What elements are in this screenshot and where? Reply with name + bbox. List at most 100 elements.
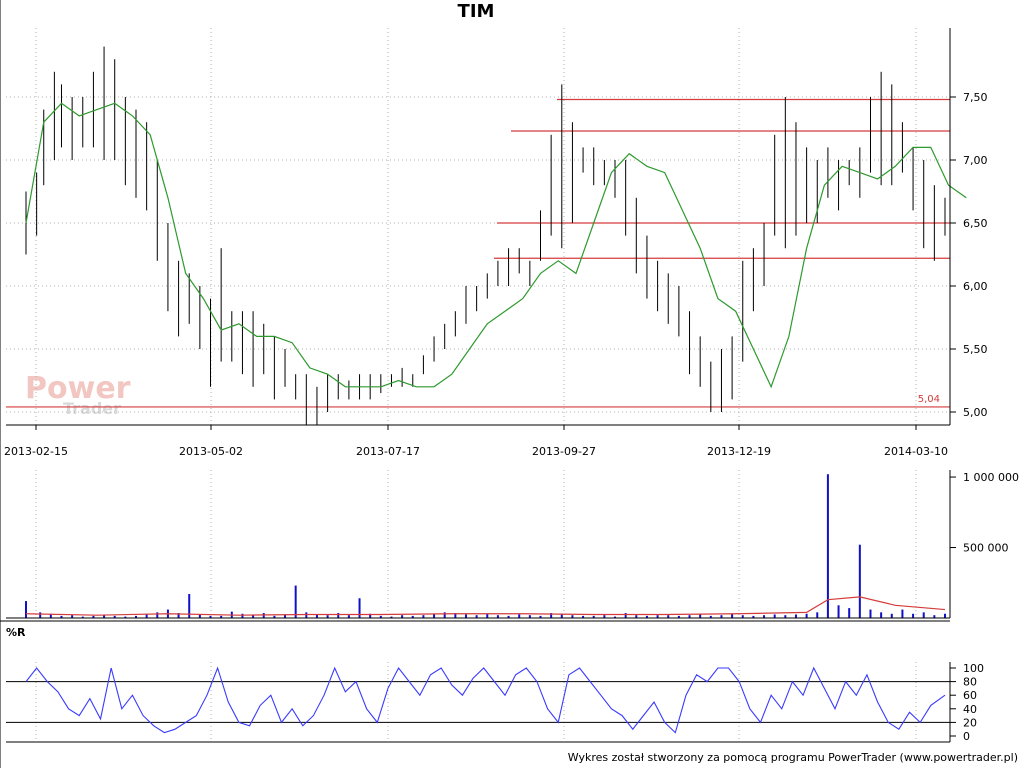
volume-bar — [358, 598, 361, 618]
volume-bar — [528, 615, 531, 618]
volume-bar — [539, 615, 542, 618]
volume-bar — [890, 613, 893, 618]
volume-bar — [667, 615, 670, 618]
r-panel-title: %R — [6, 626, 26, 639]
volume-bar — [635, 615, 638, 618]
volume-bar — [848, 608, 851, 618]
volume-bar — [49, 613, 52, 618]
volume-bar — [699, 613, 702, 618]
volume-bar — [443, 612, 446, 618]
price-y-tick-label: 7,00 — [963, 154, 988, 167]
x-tick-label: 2013-02-15 — [4, 445, 68, 458]
volume-bar — [454, 613, 457, 618]
price-axes: 2013-02-15 2013-05-02 2013-07-17 2013-09-27… — [4, 28, 988, 458]
r-y-tick-label: 100 — [963, 662, 984, 675]
volume-bar — [379, 615, 382, 618]
volume-bar — [252, 615, 255, 618]
price-moving-average — [25, 102, 967, 389]
volume-bar — [826, 474, 829, 618]
volume-bar — [773, 614, 776, 618]
r-y-tick-label: 60 — [963, 689, 977, 702]
price-y-tick-label: 7,50 — [963, 91, 988, 104]
volume-bar — [677, 615, 680, 618]
volume-bar — [869, 609, 872, 618]
volume-bar — [933, 615, 936, 618]
volume-bar — [145, 614, 148, 618]
volume-bar — [198, 614, 201, 618]
volume-bar — [656, 615, 659, 618]
volume-bar — [390, 616, 393, 618]
volume-bar — [273, 615, 276, 618]
volume-bar — [550, 613, 553, 618]
volume-bar — [71, 615, 74, 618]
volume-bar — [486, 613, 489, 618]
vol-y-tick-label: 1 000 000 — [963, 471, 1019, 484]
volume-bar — [124, 616, 127, 618]
volume-bar — [103, 615, 106, 618]
volume-bar — [837, 605, 840, 618]
price-grid — [6, 28, 950, 425]
volume-bar — [731, 613, 734, 618]
volume-bar — [39, 612, 42, 618]
vol-y-tick-label: 500 000 — [963, 542, 1009, 555]
volume-bar — [880, 612, 883, 618]
volume-bar — [794, 614, 797, 618]
volume-bar — [560, 613, 563, 618]
volume-bar — [209, 615, 212, 618]
volume-bar — [582, 615, 585, 618]
x-tick-label: 2013-09-27 — [532, 445, 596, 458]
volume-bar — [315, 614, 318, 618]
volume-bar — [422, 615, 425, 618]
volume-bar — [784, 615, 787, 618]
volume-axes: 500 000 1 000 000 — [0, 470, 1019, 622]
volume-bar — [401, 615, 404, 618]
volume-bar — [709, 615, 712, 618]
volume-bar — [347, 615, 350, 618]
volume-bar — [475, 615, 478, 618]
moving-average-line — [25, 102, 967, 389]
volume-bar — [571, 615, 574, 618]
volume-bar — [305, 612, 308, 618]
volume-bar — [241, 613, 244, 618]
volume-bar — [294, 585, 297, 618]
volume-bar — [134, 615, 137, 618]
volume-bar — [507, 615, 510, 618]
volume-bar — [752, 615, 755, 618]
price-y-tick-label: 6,00 — [963, 280, 988, 293]
volume-bar — [464, 614, 467, 618]
volume-bar — [944, 613, 946, 618]
volume-bar — [81, 616, 84, 618]
volume-bar — [337, 613, 340, 618]
r-y-tick-label: 40 — [963, 703, 977, 716]
volume-bar — [284, 614, 287, 618]
price-y-tick-label: 5,00 — [963, 406, 988, 419]
volume-bar — [720, 615, 723, 618]
volume-line — [25, 596, 946, 616]
x-tick-label: 2014-03-10 — [884, 445, 948, 458]
volume-average-line — [25, 596, 946, 616]
r-y-tick-label: 20 — [963, 716, 977, 729]
volume-bar — [433, 613, 436, 618]
volume-bar — [741, 615, 744, 618]
x-tick-label: 2013-12-19 — [707, 445, 771, 458]
x-tick-label: 2013-07-17 — [356, 445, 420, 458]
watermark-trader: Trader — [63, 399, 121, 418]
volume-bar — [912, 613, 915, 618]
volume-bar — [603, 615, 606, 618]
volume-bar — [688, 615, 691, 618]
volume-bar — [614, 616, 617, 618]
volume-bar — [816, 612, 819, 618]
price-y-tick-label: 6,50 — [963, 217, 988, 230]
volume-grid — [35, 470, 917, 618]
volume-bar — [518, 614, 521, 618]
r-line — [25, 666, 946, 734]
volume-bars — [25, 474, 946, 618]
volume-bar — [25, 601, 27, 618]
volume-bar — [369, 613, 372, 618]
volume-bar — [901, 609, 904, 618]
volume-bar — [220, 615, 223, 618]
credit: Wykres został stworzony za pomocą progra… — [568, 751, 1018, 764]
